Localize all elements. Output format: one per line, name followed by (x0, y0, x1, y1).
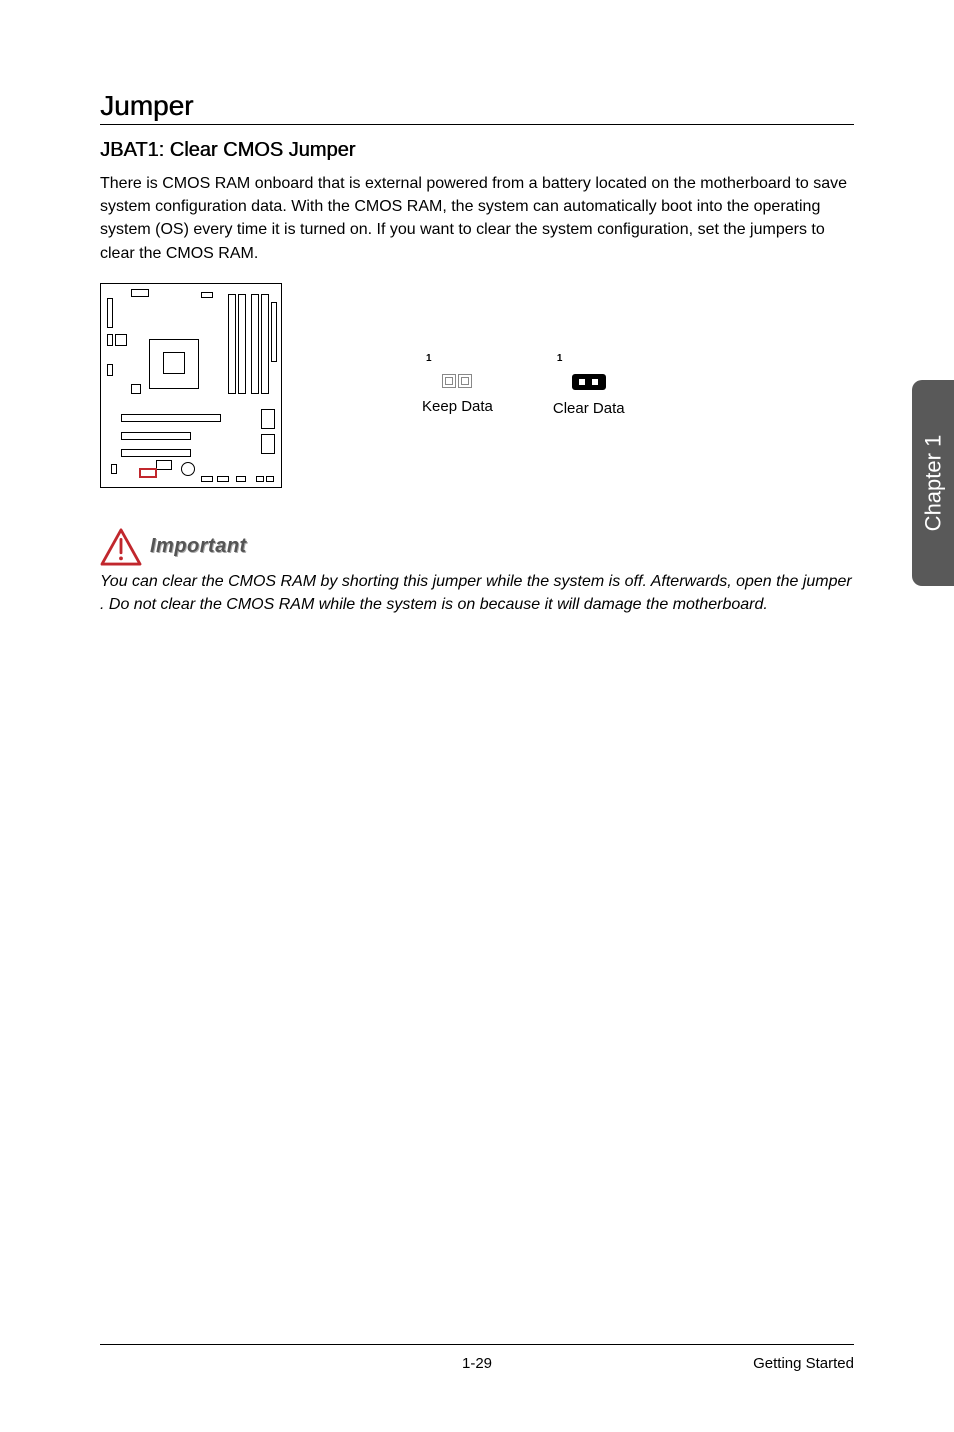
diagram-row: 1 Keep Data 1 Clear Data (100, 283, 854, 488)
chapter-tab-label: Chapter 1 (920, 435, 946, 532)
important-label: Important (150, 535, 247, 558)
section-title: Jumper (100, 90, 854, 125)
footer-section: Getting Started (753, 1355, 854, 1372)
motherboard-diagram (100, 283, 282, 488)
pin-1-label: 1 (426, 353, 432, 364)
jumper-clear-data: 1 Clear Data (553, 353, 625, 417)
important-heading: Important (100, 528, 854, 566)
pin-1-label: 1 (557, 353, 563, 364)
jumper-closed-icon (572, 374, 606, 390)
chapter-tab: Chapter 1 (912, 380, 954, 586)
jumper-keep-data: 1 Keep Data (422, 353, 493, 417)
clear-data-label: Clear Data (553, 400, 625, 417)
subsection-title: JBAT1: Clear CMOS Jumper (100, 139, 854, 162)
warning-icon (100, 528, 142, 566)
page-number: 1-29 (462, 1355, 492, 1372)
jumper-states: 1 Keep Data 1 Clear Data (422, 353, 625, 417)
intro-text: There is CMOS RAM onboard that is extern… (100, 172, 854, 265)
important-text: You can clear the CMOS RAM by shorting t… (100, 570, 854, 616)
page-footer: 1-29 Getting Started (100, 1344, 854, 1372)
keep-data-label: Keep Data (422, 398, 493, 415)
jumper-open-icon (442, 374, 472, 388)
